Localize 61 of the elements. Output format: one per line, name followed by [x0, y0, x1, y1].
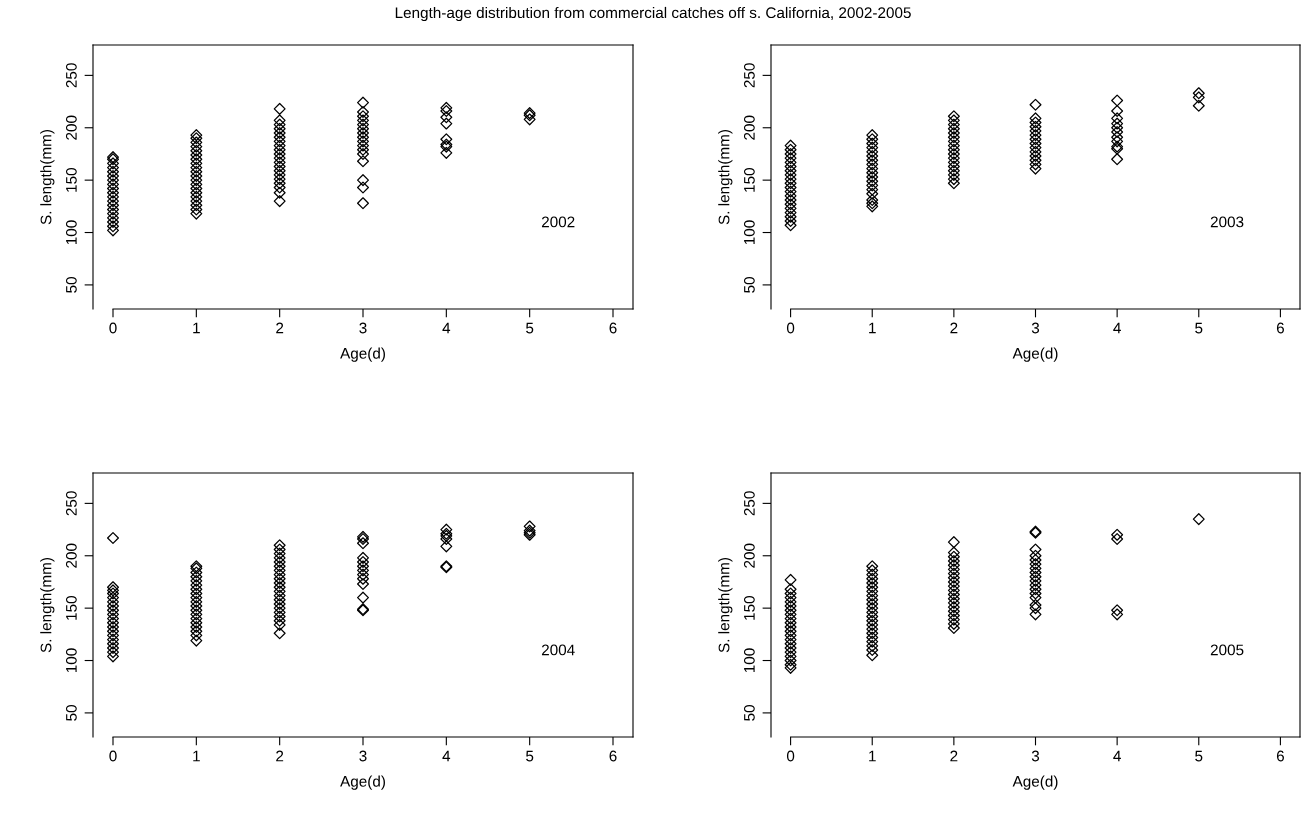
- x-tick-label: 2: [950, 322, 958, 334]
- x-tick-label: 1: [869, 322, 876, 334]
- y-axis-title: S. length(mm): [718, 129, 733, 225]
- x-tick-label: 1: [869, 750, 876, 762]
- x-tick-label: 6: [609, 750, 617, 762]
- x-tick-label: 3: [1031, 322, 1040, 334]
- y-tick-label: 250: [743, 63, 755, 88]
- annotation: 2005: [1210, 644, 1244, 656]
- y-axis-title: S. length(mm): [40, 557, 55, 653]
- x-tick-label: 0: [109, 750, 117, 762]
- annotation: 2002: [541, 216, 575, 228]
- chart-title: Length-age distribution from commercial catches off s. California, 2002-2005: [395, 6, 911, 22]
- y-tick-label: 150: [65, 167, 77, 192]
- x-tick-label: 0: [109, 322, 117, 334]
- annotation: 2004: [541, 644, 575, 656]
- y-tick-label: 200: [65, 543, 77, 568]
- annotation: 2003: [1210, 216, 1244, 228]
- y-tick-label: 50: [65, 705, 77, 721]
- x-tick-label: 3: [359, 750, 367, 762]
- y-tick-label: 250: [65, 63, 77, 88]
- x-axis-title: Age(d): [340, 775, 385, 790]
- y-tick-label: 50: [743, 705, 755, 721]
- y-tick-label: 100: [65, 648, 77, 673]
- x-tick-label: 5: [526, 750, 534, 762]
- x-tick-label: 3: [1031, 750, 1040, 762]
- y-tick-label: 200: [743, 543, 755, 568]
- y-tick-label: 150: [65, 595, 77, 620]
- x-tick-label: 0: [786, 750, 795, 762]
- y-tick-label: 150: [743, 595, 755, 620]
- y-tick-label: 50: [65, 277, 77, 293]
- x-tick-label: 0: [786, 322, 795, 334]
- y-tick-label: 150: [743, 167, 755, 192]
- x-axis-title: Age(d): [1012, 775, 1058, 790]
- x-axis-title: Age(d): [1012, 347, 1058, 362]
- x-tick-label: 4: [1113, 750, 1121, 762]
- y-axis-title: S. length(mm): [40, 129, 55, 225]
- x-axis-title: Age(d): [340, 347, 385, 362]
- x-tick-label: 5: [1195, 750, 1203, 762]
- y-tick-label: 250: [65, 491, 77, 516]
- x-tick-label: 1: [193, 322, 200, 334]
- x-tick-label: 4: [442, 322, 451, 334]
- y-tick-label: 100: [743, 648, 755, 673]
- x-tick-label: 1: [193, 750, 200, 762]
- x-tick-label: 2: [276, 322, 284, 334]
- x-tick-label: 4: [442, 750, 451, 762]
- y-tick-label: 250: [743, 491, 755, 516]
- x-tick-label: 2: [276, 750, 284, 762]
- y-tick-label: 200: [65, 115, 77, 140]
- y-tick-label: 100: [743, 220, 755, 245]
- x-tick-label: 5: [1195, 322, 1203, 334]
- y-tick-label: 100: [65, 220, 77, 245]
- y-tick-label: 50: [743, 277, 755, 293]
- x-tick-label: 3: [359, 322, 367, 334]
- y-axis-title: S. length(mm): [718, 557, 733, 653]
- x-tick-label: 6: [1276, 322, 1284, 334]
- y-tick-label: 200: [743, 115, 755, 140]
- x-tick-label: 2: [950, 750, 958, 762]
- x-tick-label: 5: [526, 322, 534, 334]
- x-tick-label: 6: [609, 322, 617, 334]
- x-tick-label: 6: [1276, 750, 1284, 762]
- x-tick-label: 4: [1113, 322, 1121, 334]
